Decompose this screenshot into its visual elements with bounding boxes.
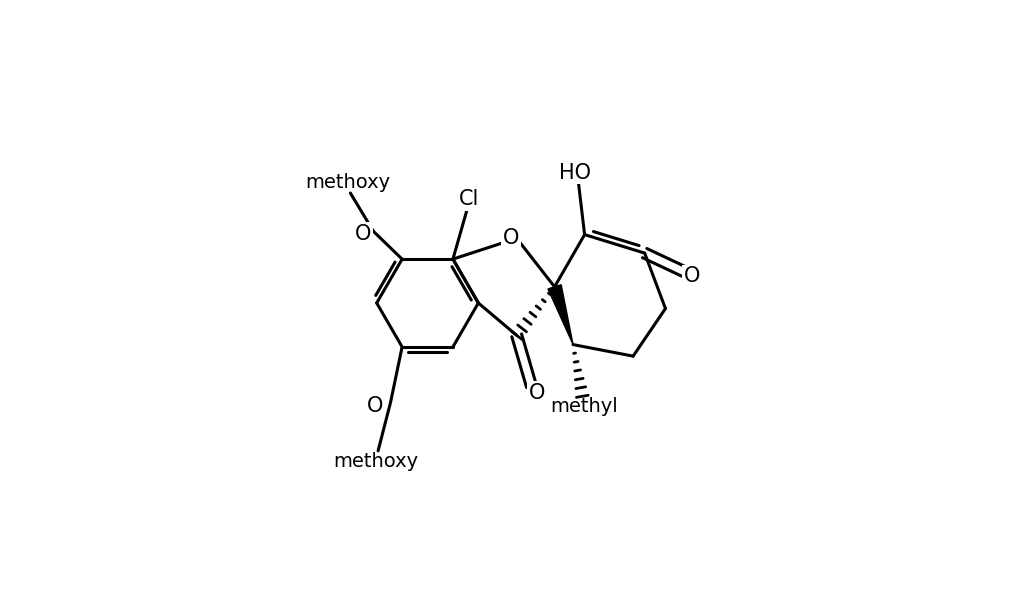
Text: Cl: Cl [458,189,479,209]
Text: methoxy: methoxy [333,452,418,470]
Polygon shape [548,285,573,344]
Text: O: O [684,266,700,286]
Text: O: O [367,395,383,416]
Text: O: O [528,383,545,403]
Text: O: O [355,224,371,244]
Text: methoxy: methoxy [305,173,391,193]
Text: O: O [503,229,519,248]
Text: methyl: methyl [551,397,619,416]
Text: HO: HO [559,163,591,183]
